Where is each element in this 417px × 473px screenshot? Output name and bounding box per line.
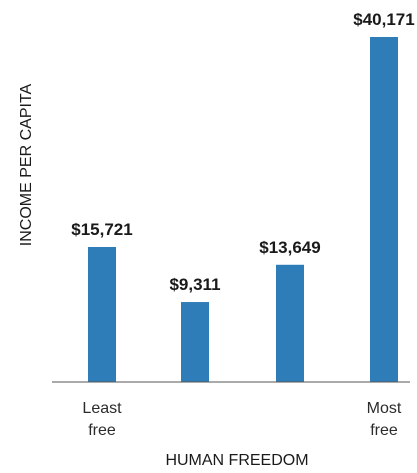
bar-value-label-4: $40,171 bbox=[353, 10, 414, 29]
bar-value-label-3: $13,649 bbox=[259, 238, 320, 257]
bars-layer bbox=[88, 37, 398, 382]
bar-2 bbox=[181, 302, 209, 382]
bar-value-label-2: $9,311 bbox=[169, 275, 220, 294]
value-labels-layer: $15,721 $9,311 $13,649 $40,171 bbox=[71, 10, 414, 294]
x-tick-labels: Least free Most free bbox=[82, 400, 401, 439]
x-tick-label-1-line-2: free bbox=[88, 422, 116, 439]
bar-3 bbox=[276, 264, 304, 382]
y-axis-title: INCOME PER CAPITA bbox=[18, 83, 35, 246]
bar-4 bbox=[370, 37, 398, 382]
bar-1 bbox=[88, 246, 116, 382]
x-tick-label-4-line-1: Most bbox=[367, 400, 402, 417]
bar-value-label-1: $15,721 bbox=[71, 220, 132, 239]
x-tick-label-1-line-1: Least bbox=[82, 400, 122, 417]
x-axis-title: HUMAN FREEDOM bbox=[165, 452, 308, 469]
x-tick-label-4-line-2: free bbox=[370, 422, 398, 439]
